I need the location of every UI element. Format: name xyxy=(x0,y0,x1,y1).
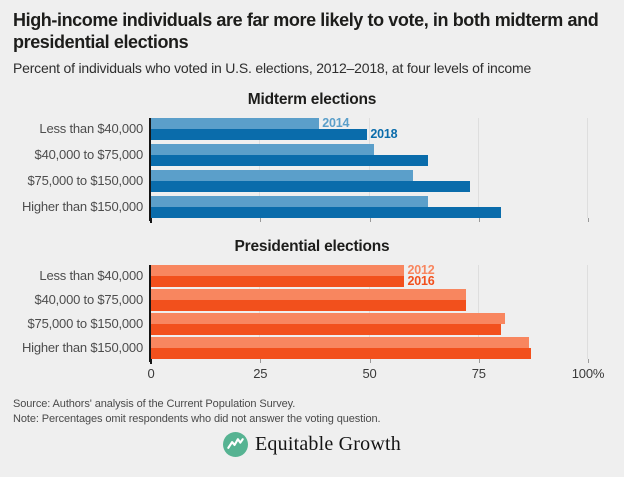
midterm-plot-area: Less than $40,000 2014 2018 $40,000 to $75,… xyxy=(13,115,611,221)
bar-2012 xyxy=(151,264,405,276)
gridlines xyxy=(151,264,588,359)
note-line: Note: Percentages omit respondents who d… xyxy=(13,412,381,425)
presidential-chart-title: Presidential elections xyxy=(234,237,390,255)
bar-2018 xyxy=(151,128,368,140)
gridline-100 xyxy=(587,264,588,359)
figure-header: High-income individuals are far more lik… xyxy=(13,9,611,76)
axis-tick-label: 50 xyxy=(362,365,377,381)
bar-2014 xyxy=(151,143,374,155)
series-label-2014: 2014 xyxy=(322,115,350,130)
gridline-25 xyxy=(259,264,261,359)
figure-footer: Source: Authors' analysis of the Current… xyxy=(13,398,611,425)
bar-group-row: $40,000 to $75,000 xyxy=(13,288,611,311)
bar-track xyxy=(151,195,588,218)
bar-2012 xyxy=(151,336,529,348)
gridline-50 xyxy=(368,117,370,218)
x-axis-tick-labels: 0 25 50 75 100% xyxy=(147,365,604,382)
axis-tick-100 xyxy=(588,217,589,222)
presidential-elections-chart: Presidential elections Less than $40,000… xyxy=(13,238,611,382)
bar-track: 2014 2018 xyxy=(151,115,588,141)
category-label: Less than $40,000 xyxy=(39,121,143,137)
figure-subtitle: Percent of individuals who voted in U.S.… xyxy=(13,59,532,76)
axis-tick-label: 100% xyxy=(571,365,605,381)
axis-tick-label: 0 xyxy=(147,365,155,381)
category-label: $75,000 to $150,000 xyxy=(27,316,144,332)
category-label: Higher than $150,000 xyxy=(21,199,143,215)
bar-2014 xyxy=(151,195,429,207)
bar-group-row: $75,000 to $150,000 xyxy=(13,169,611,192)
bar-group-row: Less than $40,000 2012 2016 xyxy=(13,262,611,288)
category-label: Less than $40,000 xyxy=(39,268,143,284)
bar-track xyxy=(151,143,588,166)
bar-group-row: Higher than $150,000 xyxy=(13,195,611,218)
axis-tick-label: 75 xyxy=(471,365,486,381)
bar-2018 xyxy=(151,206,501,218)
presidential-axis-ticks xyxy=(150,358,589,364)
source-line: Source: Authors' analysis of the Current… xyxy=(13,397,296,410)
y-axis-line xyxy=(149,264,151,362)
bar-2018 xyxy=(151,180,470,192)
figure-title: High-income individuals are far more lik… xyxy=(13,10,599,53)
bar-2016 xyxy=(151,275,405,287)
midterm-axis-ticks xyxy=(150,217,589,223)
midterm-elections-chart: Midterm elections Less than $40,000 2014 2… xyxy=(13,91,611,223)
bar-2012 xyxy=(151,288,466,300)
axis-tick-50 xyxy=(369,358,371,363)
axis-tick-75 xyxy=(478,217,480,222)
axis-tick-100 xyxy=(588,358,589,363)
bar-2012 xyxy=(151,312,505,324)
axis-tick-25 xyxy=(260,358,262,363)
axis-tick-75 xyxy=(478,358,480,363)
gridline-50 xyxy=(368,264,370,359)
bar-track xyxy=(151,312,588,335)
axis-tick-25 xyxy=(260,217,262,222)
gridline-75 xyxy=(477,264,479,359)
gridlines xyxy=(151,117,588,218)
gridline-100 xyxy=(587,117,588,218)
bar-2014 xyxy=(151,117,320,129)
category-label: $40,000 to $75,000 xyxy=(34,147,144,163)
category-label: $75,000 to $150,000 xyxy=(27,173,144,189)
gridline-25 xyxy=(259,117,261,218)
category-label: $40,000 to $75,000 xyxy=(34,292,144,308)
bar-2018 xyxy=(151,154,429,166)
growth-line-chart-circle-icon xyxy=(223,431,249,457)
bar-2016 xyxy=(151,347,532,359)
bar-2016 xyxy=(151,299,466,311)
gridline-75 xyxy=(477,117,479,218)
axis-tick-label: 25 xyxy=(253,365,268,381)
bar-track xyxy=(151,288,588,311)
series-label-2016: 2016 xyxy=(407,273,435,288)
bar-track: 2012 2016 xyxy=(151,262,588,288)
y-axis-line xyxy=(149,117,151,221)
bar-group-row: $75,000 to $150,000 xyxy=(13,312,611,335)
bar-2016 xyxy=(151,323,501,335)
bar-track xyxy=(151,169,588,192)
logo-wordmark: Equitable Growth xyxy=(255,432,401,455)
presidential-plot-area: Less than $40,000 2012 2016 $40,000 to $75,… xyxy=(13,262,611,362)
equitable-growth-logo: Equitable Growth xyxy=(13,431,611,457)
bar-group-row: Less than $40,000 2014 2018 xyxy=(13,115,611,141)
midterm-chart-title: Midterm elections xyxy=(247,90,377,108)
axis-tick-50 xyxy=(369,217,371,222)
bar-group-row: $40,000 to $75,000 xyxy=(13,143,611,166)
axis-tick-0 xyxy=(150,217,152,223)
series-label-2018: 2018 xyxy=(370,126,398,141)
bar-track xyxy=(151,336,588,359)
bar-group-row: Higher than $150,000 xyxy=(13,336,611,359)
bar-2014 xyxy=(151,169,414,181)
series-label-2012: 2012 xyxy=(407,262,435,277)
axis-tick-0 xyxy=(150,358,152,364)
category-label: Higher than $150,000 xyxy=(21,340,143,356)
